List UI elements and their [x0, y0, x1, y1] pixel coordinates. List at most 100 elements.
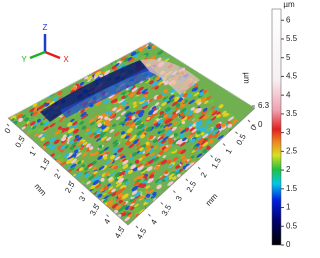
y-tick [235, 131, 238, 135]
texture [143, 88, 148, 92]
texture [72, 153, 77, 158]
ridge [140, 59, 200, 95]
colorbar [271, 8, 282, 246]
texture [84, 172, 91, 178]
texture [118, 121, 125, 126]
texture [86, 162, 93, 168]
texture [70, 166, 75, 171]
texture [163, 147, 170, 152]
texture [168, 134, 175, 139]
texture [70, 119, 78, 124]
texture [163, 114, 168, 118]
texture [137, 163, 144, 168]
texture [72, 120, 79, 126]
texture [166, 159, 172, 165]
texture [133, 176, 140, 181]
texture [139, 150, 144, 154]
texture [134, 191, 141, 198]
texture [227, 123, 233, 129]
texture [193, 117, 199, 122]
texture [181, 158, 188, 163]
texture [235, 148, 242, 153]
texture [86, 75, 93, 80]
texture [137, 165, 144, 171]
texture [185, 164, 191, 170]
texture [163, 124, 169, 129]
texture [89, 133, 95, 138]
texture [129, 91, 135, 96]
texture [84, 166, 89, 171]
texture [118, 98, 125, 104]
texture [253, 135, 255, 140]
texture [21, 126, 26, 130]
texture [197, 101, 202, 106]
texture [151, 105, 157, 110]
texture [79, 146, 84, 151]
x-tick [118, 225, 122, 229]
colorbar-tick-label: 0 [286, 240, 291, 249]
texture [145, 126, 152, 132]
texture [86, 180, 91, 185]
colorbar-tick-label: 4.5 [286, 72, 298, 81]
texture [49, 137, 57, 143]
texture [167, 181, 174, 186]
texture [43, 120, 50, 126]
texture [176, 173, 181, 178]
texture [246, 151, 254, 157]
texture [95, 184, 101, 189]
texture [111, 203, 119, 209]
texture [131, 116, 136, 120]
texture [236, 163, 242, 168]
texture [33, 105, 40, 111]
texture [107, 186, 114, 191]
x-tick-label: 3 [77, 194, 87, 203]
texture [248, 140, 254, 145]
texture [208, 168, 213, 173]
texture [49, 100, 55, 106]
texture [32, 126, 39, 132]
texture [187, 175, 191, 179]
texture [135, 150, 141, 155]
texture [258, 145, 265, 151]
texture [222, 170, 228, 175]
surface-view: Z X Y µm µm mm mm 00.511.522.533.544.500… [3, 0, 298, 249]
texture [113, 142, 120, 148]
texture [153, 198, 157, 202]
texture [208, 139, 214, 144]
texture [57, 90, 63, 96]
texture [131, 185, 139, 192]
texture [58, 157, 64, 162]
texture [163, 88, 168, 94]
texture [215, 130, 220, 135]
texture [217, 135, 224, 140]
texture [67, 157, 74, 162]
texture [70, 89, 75, 94]
texture [34, 132, 40, 137]
texture [33, 117, 38, 121]
texture [238, 159, 244, 164]
x-tick-label: 0 [3, 126, 13, 135]
texture [133, 181, 140, 186]
x-tick-label: 1 [28, 149, 38, 158]
texture [79, 139, 84, 143]
texture [140, 54, 147, 60]
texture [146, 116, 151, 121]
texture [29, 107, 35, 113]
texture [137, 86, 144, 92]
texture [131, 108, 136, 112]
colorbar-tick-label: 5 [286, 53, 291, 62]
texture [100, 177, 105, 182]
texture [93, 170, 98, 175]
texture [141, 101, 149, 107]
texture [103, 155, 108, 160]
texture [18, 117, 23, 123]
texture [191, 168, 199, 174]
texture [111, 188, 116, 193]
texture [175, 110, 181, 114]
texture [58, 96, 63, 101]
texture [173, 132, 178, 137]
texture [221, 110, 227, 115]
texture [115, 116, 121, 121]
texture [180, 99, 185, 104]
texture [49, 122, 56, 128]
